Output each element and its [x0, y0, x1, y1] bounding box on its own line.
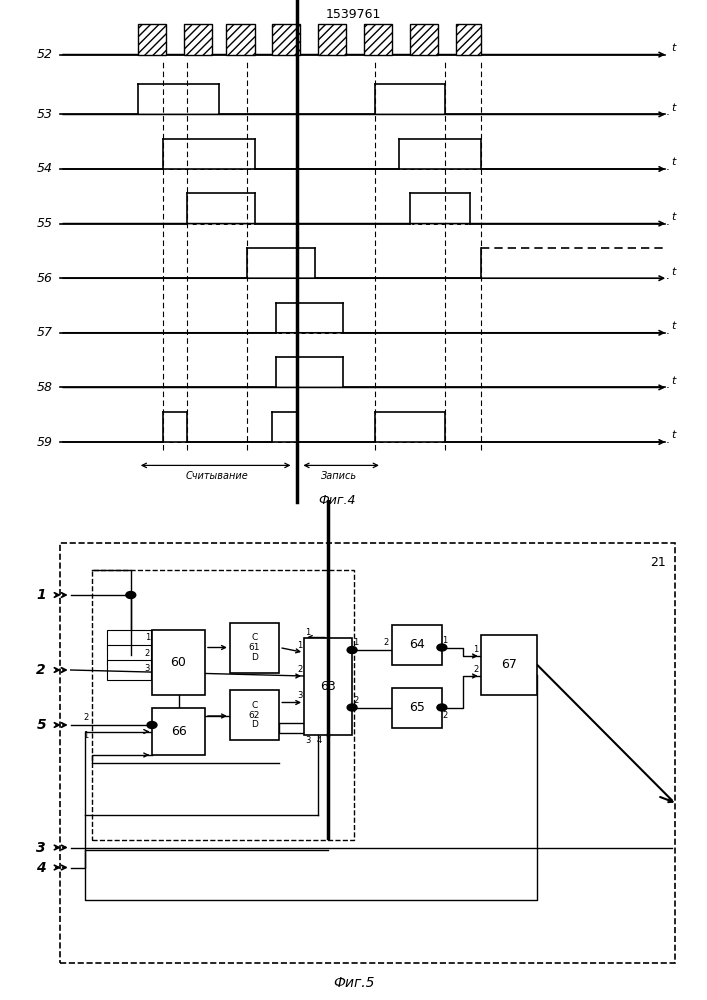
Text: 1: 1	[298, 641, 303, 650]
Text: 56: 56	[37, 272, 53, 285]
Text: 1: 1	[474, 645, 479, 654]
Text: 67: 67	[501, 659, 517, 672]
Bar	[304, 638, 352, 735]
Bar	[107, 645, 151, 665]
Text: 3: 3	[297, 691, 303, 700]
Bar	[318, 24, 346, 55]
Text: 64: 64	[409, 638, 425, 652]
Circle shape	[347, 704, 357, 711]
Text: t: t	[672, 157, 676, 167]
Bar	[410, 24, 438, 55]
Bar	[392, 688, 442, 728]
Text: 1539761: 1539761	[326, 8, 381, 21]
Text: 60: 60	[170, 656, 187, 669]
Text: 2: 2	[443, 711, 448, 720]
Text: 2: 2	[354, 696, 358, 705]
Text: 4: 4	[36, 860, 46, 874]
Text: 1: 1	[443, 636, 448, 645]
Bar	[456, 24, 481, 55]
Text: 3: 3	[305, 736, 311, 745]
Text: 21: 21	[650, 556, 665, 569]
Bar	[230, 622, 279, 672]
Bar	[392, 625, 442, 665]
Bar	[92, 570, 354, 840]
Text: 1: 1	[83, 731, 88, 740]
Text: 1: 1	[305, 628, 310, 637]
Bar	[152, 708, 205, 755]
Text: Фиг.5: Фиг.5	[333, 976, 374, 990]
Bar	[152, 630, 205, 695]
Text: 1: 1	[145, 634, 150, 643]
Text: t: t	[672, 103, 676, 113]
Bar	[230, 690, 279, 740]
Circle shape	[126, 591, 136, 598]
Bar	[60, 542, 675, 962]
Text: 2: 2	[298, 664, 303, 674]
Text: 53: 53	[37, 108, 53, 121]
Text: t: t	[672, 267, 676, 277]
Text: t: t	[672, 212, 676, 222]
Bar	[272, 24, 300, 55]
Bar	[226, 24, 255, 55]
Text: 2: 2	[145, 649, 150, 658]
Text: t: t	[672, 376, 676, 386]
Text: 57: 57	[37, 326, 53, 339]
Text: 63: 63	[320, 680, 336, 693]
Text: 2: 2	[384, 638, 389, 647]
Bar	[107, 660, 151, 680]
Bar	[107, 630, 151, 650]
Text: t: t	[672, 43, 676, 53]
Circle shape	[347, 647, 357, 654]
Text: 1: 1	[354, 638, 358, 647]
Text: 52: 52	[37, 48, 53, 61]
Bar	[364, 24, 392, 55]
Text: 59: 59	[37, 436, 53, 448]
Text: 65: 65	[409, 701, 425, 714]
Text: 2: 2	[474, 665, 479, 674]
Circle shape	[437, 644, 447, 651]
Text: Фиг.4: Фиг.4	[318, 494, 356, 507]
Text: 54: 54	[37, 162, 53, 176]
Bar	[138, 24, 166, 55]
Bar	[184, 24, 212, 55]
Text: 66: 66	[170, 725, 187, 738]
Circle shape	[147, 722, 157, 728]
Text: 1: 1	[36, 588, 46, 602]
Text: 58: 58	[37, 381, 53, 394]
Text: 2: 2	[83, 713, 88, 722]
Text: 3: 3	[144, 664, 150, 673]
Text: Считывание: Считывание	[186, 471, 249, 481]
Text: 55: 55	[37, 217, 53, 230]
Text: t: t	[672, 430, 676, 440]
Text: Запись: Запись	[321, 471, 358, 481]
Text: 5: 5	[36, 718, 46, 732]
Circle shape	[437, 704, 447, 711]
Text: 3: 3	[36, 840, 46, 854]
Bar	[481, 635, 537, 695]
Text: C
62
D: C 62 D	[249, 701, 260, 729]
Text: t: t	[672, 321, 676, 331]
Text: 2: 2	[36, 663, 46, 677]
Text: C
61
D: C 61 D	[249, 633, 260, 662]
Text: 4: 4	[317, 736, 322, 745]
